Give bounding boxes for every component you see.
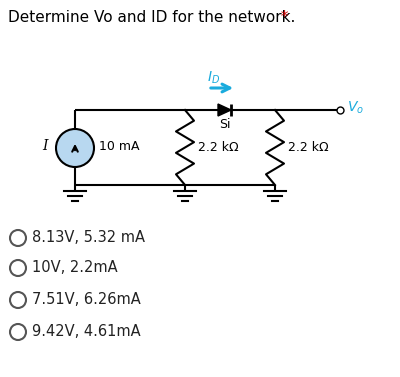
Text: 10V, 2.2mA: 10V, 2.2mA: [32, 261, 118, 276]
Text: $V_o$: $V_o$: [347, 100, 364, 116]
Text: 2.2 kΩ: 2.2 kΩ: [288, 141, 329, 154]
Polygon shape: [218, 104, 231, 116]
Text: $I_D$: $I_D$: [208, 70, 220, 86]
Text: 8.13V, 5.32 mA: 8.13V, 5.32 mA: [32, 230, 145, 245]
Text: 10 mA: 10 mA: [99, 139, 140, 153]
Circle shape: [56, 129, 94, 167]
Text: 2.2 kΩ: 2.2 kΩ: [198, 141, 239, 154]
Text: 7.51V, 6.26mA: 7.51V, 6.26mA: [32, 293, 141, 308]
Text: 9.42V, 4.61mA: 9.42V, 4.61mA: [32, 325, 141, 340]
Text: Si: Si: [219, 118, 230, 132]
Text: I: I: [42, 139, 48, 153]
Text: *: *: [276, 10, 288, 25]
Text: Determine Vo and ID for the network.: Determine Vo and ID for the network.: [8, 10, 295, 25]
